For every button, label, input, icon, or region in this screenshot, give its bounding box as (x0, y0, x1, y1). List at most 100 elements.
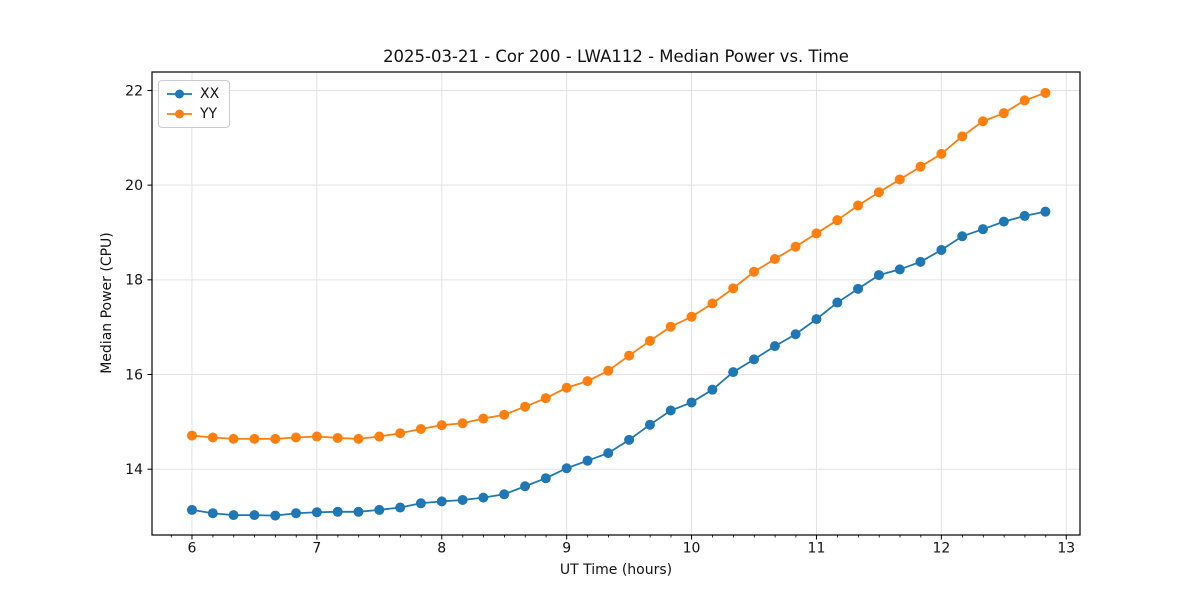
data-point-yy (540, 393, 551, 404)
data-point-xx (603, 448, 614, 459)
data-point-xx (415, 498, 426, 509)
data-point-xx (915, 256, 926, 267)
data-point-xx (998, 216, 1009, 227)
data-point-yy (853, 200, 864, 211)
legend-label-xx: XX (200, 86, 220, 102)
y-tick-label: 20 (125, 178, 143, 194)
data-point-xx (832, 297, 843, 308)
data-point-yy (749, 266, 760, 277)
legend-swatch-xx-icon (167, 89, 192, 99)
chart-title: 2025-03-21 - Cor 200 - LWA112 - Median P… (383, 47, 849, 66)
data-point-xx (665, 405, 676, 416)
data-point-yy (977, 116, 988, 127)
data-point-yy (873, 187, 884, 198)
x-tick-label: 11 (808, 541, 826, 557)
data-point-yy (374, 431, 385, 442)
axes-frame (151, 71, 1081, 536)
data-point-yy (436, 420, 447, 431)
data-point-xx (561, 463, 572, 474)
data-point-yy (228, 433, 239, 444)
legend-label-yy: YY (200, 106, 218, 122)
data-point-yy (998, 108, 1009, 119)
data-point-xx (790, 329, 801, 340)
data-point-yy (936, 148, 947, 159)
data-point-yy (499, 409, 510, 420)
data-point-xx (977, 224, 988, 235)
legend: XX YY (158, 80, 231, 128)
data-point-xx (353, 506, 364, 517)
data-point-yy (769, 253, 780, 264)
data-point-yy (291, 432, 302, 443)
data-point-yy (790, 241, 801, 252)
data-point-yy (957, 131, 968, 142)
series-line-yy (191, 91, 1046, 440)
y-tick-label: 14 (125, 462, 143, 478)
data-point-xx (436, 496, 447, 507)
data-point-yy (894, 174, 905, 185)
data-point-xx (749, 354, 760, 365)
data-point-xx (1040, 206, 1051, 217)
y-axis-label: Median Power (CPU) (99, 232, 115, 374)
data-point-yy (686, 311, 697, 322)
data-point-yy (832, 215, 843, 226)
data-point-xx (228, 510, 239, 521)
data-point-xx (936, 245, 947, 256)
data-point-xx (686, 397, 697, 408)
data-point-xx (624, 434, 635, 445)
data-point-yy (624, 350, 635, 361)
data-point-yy (332, 432, 343, 443)
legend-entry-xx: XX (166, 85, 219, 103)
data-point-xx (811, 314, 822, 325)
data-point-yy (582, 376, 593, 387)
data-point-xx (395, 502, 406, 513)
data-point-xx (499, 489, 510, 500)
data-point-xx (728, 367, 739, 378)
data-point-xx (311, 507, 322, 518)
y-tick-label: 18 (125, 273, 143, 289)
data-point-yy (520, 401, 531, 412)
data-point-yy (1040, 87, 1051, 98)
data-point-xx (332, 506, 343, 517)
data-point-xx (186, 504, 197, 515)
data-point-xx (457, 494, 468, 505)
data-point-xx (270, 510, 281, 521)
data-point-yy (207, 432, 218, 443)
y-tick-label: 22 (125, 83, 143, 99)
data-point-yy (478, 413, 489, 424)
data-point-xx (644, 419, 655, 430)
data-point-yy (395, 428, 406, 439)
data-point-xx (707, 384, 718, 395)
data-point-yy (249, 433, 260, 444)
data-point-yy (915, 161, 926, 172)
x-tick-label: 13 (1057, 541, 1075, 557)
data-point-yy (186, 430, 197, 441)
data-point-xx (853, 283, 864, 294)
data-point-yy (1019, 95, 1030, 106)
data-point-xx (291, 508, 302, 519)
data-point-yy (603, 365, 614, 376)
data-point-yy (353, 433, 364, 444)
data-point-yy (665, 321, 676, 332)
data-point-xx (478, 492, 489, 503)
data-point-yy (311, 431, 322, 442)
x-axis-label: UT Time (hours) (559, 562, 673, 578)
x-tick-label: 9 (562, 541, 571, 557)
x-tick-label: 8 (437, 541, 446, 557)
data-point-xx (582, 455, 593, 466)
data-point-xx (769, 341, 780, 352)
data-point-yy (270, 433, 281, 444)
data-point-xx (957, 231, 968, 242)
data-point-yy (457, 418, 468, 429)
x-tick-label: 12 (932, 541, 950, 557)
data-point-xx (249, 510, 260, 521)
y-tick-label: 16 (125, 367, 143, 383)
data-point-xx (873, 270, 884, 281)
data-point-yy (811, 228, 822, 239)
legend-swatch-yy-icon (167, 109, 192, 119)
x-tick-label: 10 (683, 541, 701, 557)
x-tick-label: 6 (188, 541, 197, 557)
data-point-yy (707, 298, 718, 309)
data-point-yy (561, 382, 572, 393)
